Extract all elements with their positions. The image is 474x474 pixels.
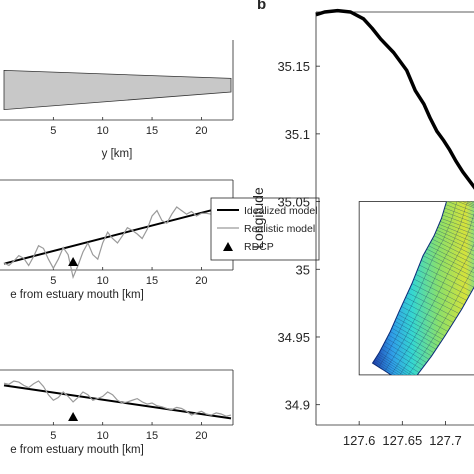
rdcp-marker — [68, 257, 79, 266]
mesh-along-line — [384, 201, 469, 372]
x-tick-label: 20 — [195, 430, 207, 442]
x-tick-label: 5 — [50, 275, 56, 287]
x-tick-label: 20 — [195, 275, 207, 287]
y-tick-label: 35.05 — [277, 195, 310, 210]
x-tick-label: 5 — [50, 430, 56, 442]
series-idealized-line — [3, 384, 232, 420]
y-axis-label: Longitude — [250, 187, 266, 249]
x-tick-label: 15 — [146, 430, 158, 442]
legend-realistic-label: Realistic model — [244, 223, 315, 235]
panel-top-left: 5 10 15 20 y [km] — [0, 40, 234, 160]
river-line — [315, 8, 474, 190]
panel-letter-b: b — [257, 0, 266, 13]
x-tick-label: 5 — [50, 125, 56, 137]
mesh-along-line — [399, 243, 474, 375]
x-tick-label: 15 — [146, 275, 158, 287]
x-tick-label: 15 — [146, 125, 158, 137]
panel-bottom-left: 5 10 15 20 e from estuary mouth [km] — [0, 369, 234, 456]
x-tick-label: 10 — [97, 275, 109, 287]
x-tick-label: 20 — [195, 125, 207, 137]
mesh-along-line — [390, 213, 474, 375]
rdcp-marker — [68, 412, 79, 421]
y-tick-label: 34.95 — [277, 330, 310, 345]
mesh-along-line — [408, 266, 474, 375]
x-axis-label: e from estuary mouth [km] — [10, 289, 144, 301]
mesh-along-line — [378, 201, 458, 368]
channel-shape — [3, 69, 232, 111]
x-tick-label: 127.7 — [429, 433, 462, 448]
y-tick-label: 35.15 — [277, 59, 310, 74]
series-idealized-line — [3, 204, 232, 265]
legend-idealized-label: Idealized model — [244, 205, 318, 217]
inset-mesh — [371, 201, 474, 375]
y-tick-label: 35 — [296, 262, 310, 277]
y-tick-label: 34.9 — [285, 398, 310, 413]
panel-middle-left: 5 10 15 20 e from estuary mouth [km] Idealize… — [0, 179, 320, 301]
x-tick-label: 127.6 — [343, 433, 376, 448]
x-tick-label: 10 — [97, 430, 109, 442]
series-realistic-line — [3, 206, 231, 280]
x-tick-label: 127.65 — [382, 433, 422, 448]
panel-right-map: 34.9 34.95 35 35.05 35.1 35.15 127.6 127.65 127.… — [250, 8, 474, 448]
x-axis-label: y [km] — [102, 148, 133, 160]
legend-rdcp-label: RDCP — [244, 241, 274, 253]
series-realistic-line — [3, 380, 232, 417]
x-axis-label: e from estuary mouth [km] — [10, 444, 144, 456]
legend-rdcp-swatch — [223, 242, 233, 251]
x-tick-label: 10 — [97, 125, 109, 137]
y-tick-label: 35.1 — [285, 127, 310, 142]
